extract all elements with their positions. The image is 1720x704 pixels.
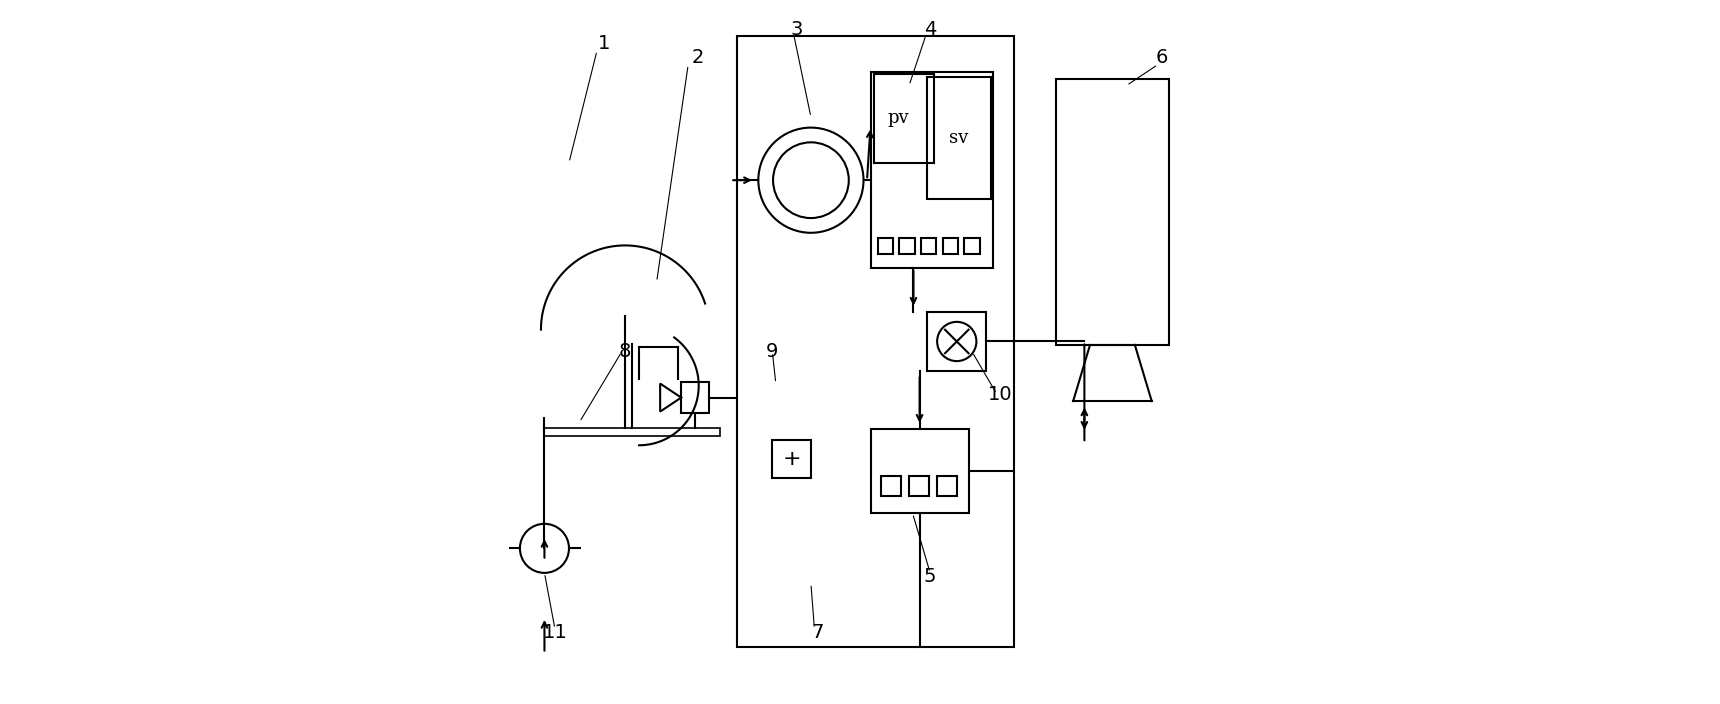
- Text: 10: 10: [987, 384, 1013, 403]
- Bar: [927, 312, 986, 371]
- Bar: [1056, 79, 1168, 345]
- Bar: [870, 72, 992, 268]
- Text: 7: 7: [812, 623, 824, 642]
- Bar: [910, 476, 929, 496]
- Bar: [927, 77, 991, 199]
- Text: sv: sv: [949, 130, 968, 147]
- Bar: [545, 428, 719, 436]
- Text: +: +: [783, 449, 802, 469]
- Bar: [870, 429, 968, 513]
- Text: 3: 3: [791, 20, 803, 39]
- Bar: [881, 476, 901, 496]
- Text: 4: 4: [924, 20, 936, 39]
- Bar: [877, 239, 893, 254]
- Bar: [900, 239, 915, 254]
- Text: 6: 6: [1156, 48, 1168, 67]
- Text: 2: 2: [691, 48, 703, 67]
- Text: 9: 9: [765, 343, 779, 361]
- Bar: [943, 239, 958, 254]
- Text: 11: 11: [542, 623, 568, 642]
- Text: 8: 8: [619, 343, 631, 361]
- Text: pv: pv: [888, 110, 908, 127]
- Bar: [681, 382, 709, 413]
- Bar: [738, 37, 1015, 646]
- Text: 5: 5: [924, 567, 936, 586]
- Bar: [937, 476, 956, 496]
- Bar: [772, 440, 810, 478]
- Bar: [965, 239, 980, 254]
- Bar: [874, 75, 934, 163]
- Text: 1: 1: [599, 34, 611, 53]
- Bar: [920, 239, 936, 254]
